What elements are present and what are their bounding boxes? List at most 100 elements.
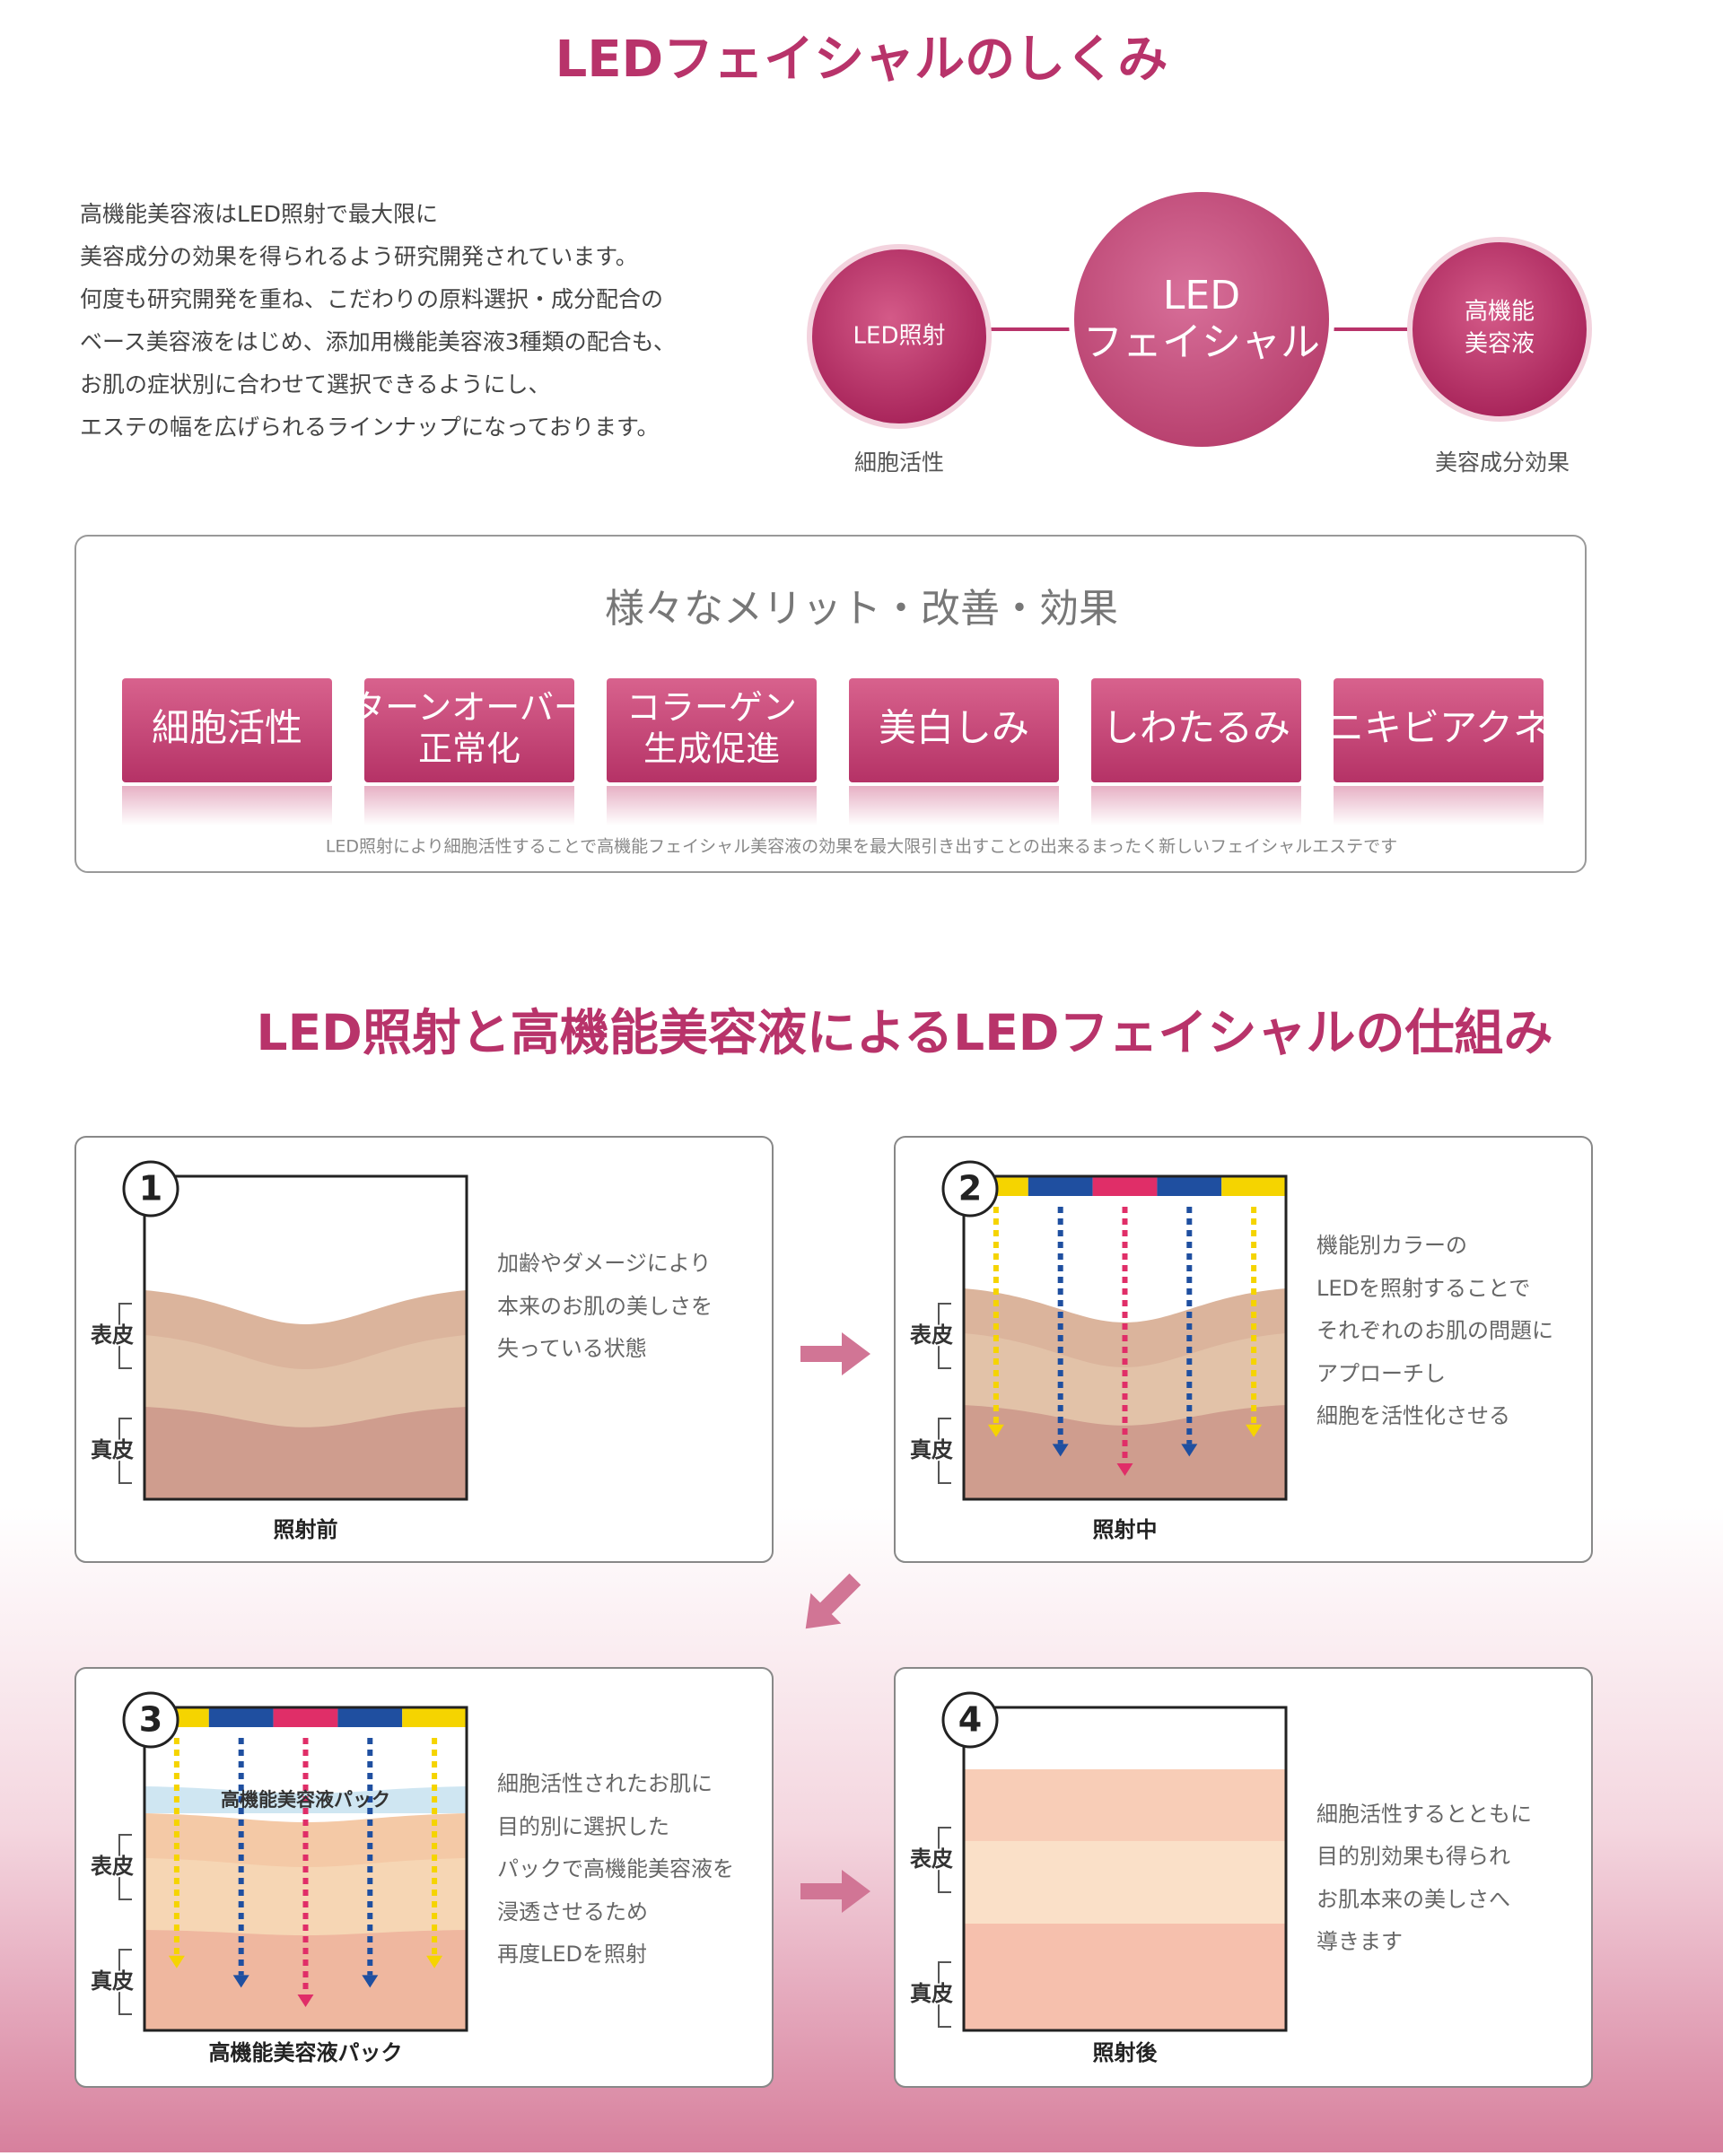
merit-button	[1091, 678, 1301, 782]
step-caption: 照射中	[1093, 1517, 1158, 1542]
step-text: 本来のお肌の美しさを	[497, 1294, 713, 1319]
intro-line: 高機能美容液はLED照射で最大限に	[80, 201, 438, 227]
step-caption: 照射後	[1093, 2040, 1159, 2065]
bracket	[938, 1303, 951, 1369]
merit-label: しわたるみ	[1102, 706, 1290, 750]
skin-diagram	[143, 1174, 468, 1501]
merit-reflection	[122, 786, 332, 825]
flow-arrow	[800, 1870, 870, 1913]
circle-label: LED	[1163, 273, 1240, 319]
flow-arrow	[805, 1573, 862, 1629]
layer-label: 表皮	[91, 1854, 134, 1879]
step-badge	[941, 1691, 999, 1749]
circle-left	[807, 244, 992, 429]
led-bar	[402, 1707, 467, 1727]
circle-caption: 美容成分効果	[1435, 450, 1570, 476]
layer-label: 表皮	[910, 1846, 953, 1872]
circle-label: 美容液	[1465, 331, 1535, 358]
circle-label: LED照射	[853, 323, 946, 350]
step-text: 浸透させるため	[497, 1899, 648, 1925]
skin-layer	[964, 1841, 1286, 1924]
merit-button	[122, 678, 332, 782]
layer-label: 真皮	[91, 1437, 134, 1462]
circle-label: フェイシャル	[1083, 319, 1320, 365]
step-text: パックで高機能美容液を	[497, 1856, 734, 1881]
step-number: 3	[139, 1700, 162, 1740]
skin-diagram	[962, 1174, 1288, 1501]
intro-line: 何度も研究開発を重ね、こだわりの原料選択・成分配合の	[80, 286, 663, 312]
step-caption: 照射前	[274, 1517, 338, 1542]
step-text: LEDを照射することで	[1316, 1276, 1530, 1301]
skin-frame	[143, 1174, 468, 1501]
step-text: 目的別に選択した	[497, 1814, 669, 1839]
merit-reflection	[607, 786, 817, 825]
step-text: 導きます	[1316, 1929, 1403, 1954]
step-number: 4	[958, 1700, 982, 1740]
bracket	[938, 1961, 951, 2028]
skin-diagram	[962, 1706, 1288, 2032]
step-text: 再度LEDを照射	[497, 1942, 647, 1967]
step-text: 機能別カラーの	[1316, 1233, 1467, 1258]
step-text: 目的別効果も得られ	[1316, 1844, 1510, 1869]
merits-heading: 様々なメリット・改善・効果	[605, 586, 1118, 632]
merits-note: LED照射により細胞活性することで高機能フェイシャル美容液の効果を最大限引き出す…	[326, 837, 1397, 857]
led-ray-head	[1116, 1463, 1133, 1476]
step-text: 失っている状態	[497, 1336, 647, 1361]
merit-reflection	[849, 786, 1059, 825]
bracket	[118, 1418, 132, 1484]
bracket	[118, 1949, 132, 2015]
intro-line: お肌の症状別に合わせて選択できるようにし、	[80, 371, 551, 397]
flow-arrow-shape	[805, 1573, 862, 1629]
bracket	[118, 1303, 132, 1369]
merit-reflection	[1334, 786, 1544, 825]
step-badge	[122, 1691, 179, 1749]
skin-frame	[962, 1174, 1288, 1501]
merit-button	[849, 678, 1059, 782]
flow-arrow-shape	[800, 1332, 870, 1375]
circle-right	[1407, 237, 1592, 422]
merit-button	[1334, 678, 1544, 782]
step-text: 細胞活性するとともに	[1316, 1802, 1532, 1827]
page-title: LEDフェイシャルのしくみ	[555, 31, 1168, 89]
step-text: お肌本来の美しさへ	[1316, 1887, 1510, 1912]
led-bar	[1092, 1176, 1158, 1196]
bracket	[938, 1827, 951, 1893]
intro-line: ベース美容液をはじめ、添加用機能美容液3種類の配合も、	[80, 329, 676, 355]
layer-label: 真皮	[910, 1981, 953, 2006]
step-caption: 高機能美容液パック	[209, 2040, 403, 2065]
led-ray-head	[362, 1975, 379, 1988]
step-text: それぞれのお肌の問題に	[1316, 1318, 1553, 1343]
flow-arrow-shape	[800, 1870, 870, 1913]
led-ray-head	[1052, 1444, 1069, 1457]
led-ray-head	[232, 1975, 249, 1988]
section-title: LED照射と高機能美容液によるLEDフェイシャルの仕組み	[257, 1004, 1553, 1061]
layer-label: 表皮	[91, 1322, 134, 1348]
bracket	[938, 1418, 951, 1484]
flow-arrow	[800, 1332, 870, 1375]
step-text: 細胞活性されたお肌に	[497, 1771, 713, 1796]
led-ray-head	[168, 1955, 185, 1968]
circle-label: 高機能	[1465, 299, 1535, 326]
led-bar	[1221, 1176, 1286, 1196]
merit-reflection	[364, 786, 574, 825]
step-text: 細胞を活性化させる	[1316, 1403, 1510, 1428]
merit-label: ターンオーバー	[351, 688, 588, 728]
intro-line: エステの幅を広げられるラインナップになっております。	[80, 415, 660, 441]
step-badge	[122, 1160, 179, 1218]
led-ray-head	[1246, 1424, 1263, 1437]
step-number: 1	[139, 1169, 162, 1209]
step-text: 加齢やダメージにより	[497, 1251, 711, 1276]
led-ray-head	[1181, 1444, 1198, 1457]
led-bar	[337, 1707, 403, 1727]
merit-label: ニキビアクネ	[1326, 706, 1551, 750]
circle-caption: 細胞活性	[854, 450, 944, 476]
led-bar	[273, 1707, 338, 1727]
merit-button	[607, 678, 817, 782]
skin-layer	[144, 1407, 467, 1499]
led-bar	[208, 1707, 274, 1727]
merit-label: 細胞活性	[152, 706, 302, 750]
intro-line: 美容成分の効果を得られるよう研究開発されています。	[80, 244, 638, 270]
layer-label: 真皮	[910, 1437, 953, 1462]
